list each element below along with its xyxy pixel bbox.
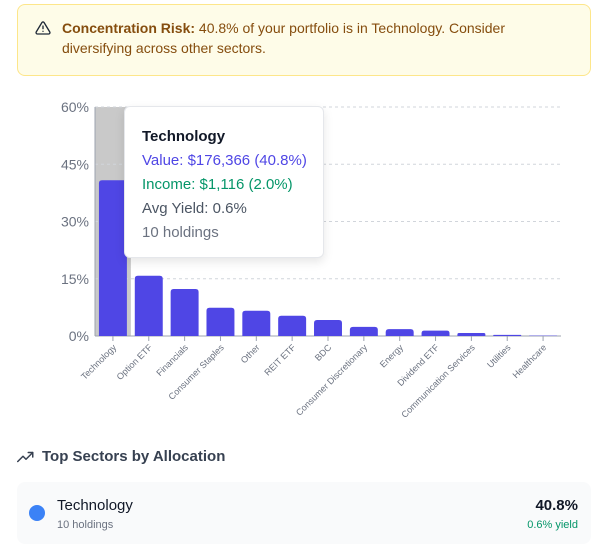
sector-yield: 0.6% yield [527,519,578,531]
tooltip-income: Income: $1,116 (2.0%) [142,176,293,193]
y-tick-label: 30% [61,214,89,230]
bar-utilities[interactable] [493,334,522,336]
tooltip-value: Value: $176,366 (40.8%) [142,152,307,169]
bar-financials[interactable] [170,289,199,336]
x-tick-label: Consumer Discretionary [294,342,370,418]
sector-card-technology[interactable]: Technology 10 holdings 40.8% 0.6% yield [17,482,591,544]
tooltip-avg-yield: Avg Yield: 0.6% [142,200,247,217]
section-title-text: Top Sectors by Allocation [42,448,226,465]
section-title: Top Sectors by Allocation [17,448,225,465]
sector-name: Technology [57,497,133,514]
bar-bdc[interactable] [314,319,342,336]
x-tick-label: REIT ETF [262,342,298,378]
concentration-risk-alert: Concentration Risk: 40.8% of your portfo… [17,4,591,76]
bar-consumer-staples[interactable] [206,307,235,336]
bar-energy[interactable] [385,329,414,336]
bar-reit-etf[interactable] [278,315,307,336]
y-tick-label: 45% [61,156,89,172]
bar-other[interactable] [242,310,271,336]
x-tick-label: Financials [154,342,190,378]
bar-option-etf[interactable] [134,275,163,336]
x-tick-label: Utilities [485,342,513,370]
bar-consumer-discretionary[interactable] [349,326,378,336]
y-tick-label: 15% [61,271,89,287]
x-tick-label: Technology [79,342,119,382]
x-tick-label: Communication Services [399,342,477,420]
x-tick-label: Option ETF [115,342,155,382]
y-tick-label: 60% [61,99,89,115]
y-tick-label: 0% [69,328,89,344]
sector-percent: 40.8% [535,497,578,514]
bar-technology[interactable] [98,180,127,336]
x-tick-label: Energy [378,342,406,370]
tooltip-holdings: 10 holdings [142,224,219,241]
bar-dividend-etf[interactable] [421,330,450,336]
chart-tooltip: Technology Value: $176,366 (40.8%) Incom… [124,106,324,258]
alert-title: Concentration Risk: [62,20,196,36]
trending-up-icon [17,451,34,462]
sector-holdings: 10 holdings [57,519,114,531]
alert-message: 40.8% of your portfolio is in Technology… [62,20,506,56]
tooltip-title: Technology [142,128,226,145]
sector-color-dot [29,505,45,521]
bar-communication-services[interactable] [457,332,486,336]
x-tick-label: BDC [313,342,334,363]
warning-icon [35,21,51,35]
x-tick-label: Other [239,342,262,365]
x-tick-label: Healthcare [511,342,549,380]
